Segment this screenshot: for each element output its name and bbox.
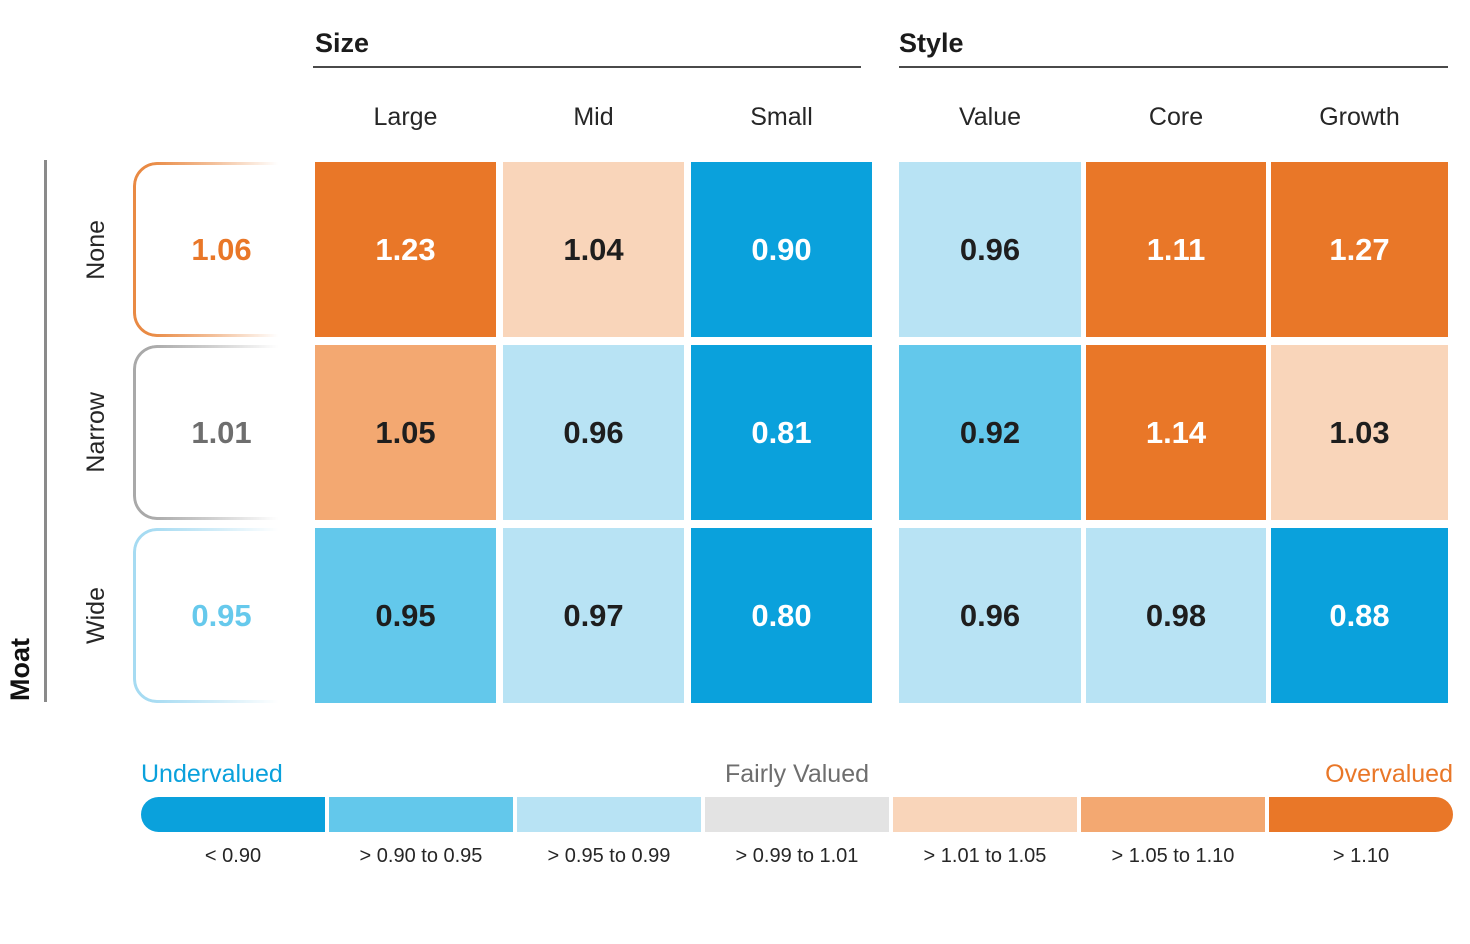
- legend-bin-label-6: > 1.05 to 1.10: [1111, 845, 1235, 867]
- cell-narrow-large: 1.05: [315, 345, 496, 520]
- group-header-style: Style: [899, 28, 964, 58]
- cell-narrow-core: 1.14: [1086, 345, 1266, 520]
- legend-segment-3: [517, 797, 701, 832]
- cell-wide-growth: 0.88: [1271, 528, 1448, 703]
- size-header-underline: [313, 66, 861, 68]
- cell-wide-core: 0.98: [1086, 528, 1266, 703]
- row-label-narrow-wrap: Narrow: [82, 345, 110, 520]
- cell-none-core: 1.11: [1086, 162, 1266, 337]
- legend-segment-5: [893, 797, 1077, 832]
- row-label-none: None: [81, 219, 110, 280]
- legend-bin-label-3: > 0.95 to 0.99: [547, 845, 671, 867]
- cell-none-small: 0.90: [691, 162, 872, 337]
- legend-label-undervalued: Undervalued: [141, 760, 283, 788]
- moat-summary-none-value: 1.06: [191, 232, 252, 267]
- row-label-wide-wrap: Wide: [82, 528, 110, 703]
- legend-bin-label-2: > 0.90 to 0.95: [359, 845, 483, 867]
- column-label-value: Value: [958, 103, 1022, 131]
- cell-none-mid: 1.04: [503, 162, 684, 337]
- row-label-wide: Wide: [81, 587, 110, 644]
- cell-narrow-value: 0.92: [899, 345, 1081, 520]
- moat-axis-line: [44, 160, 47, 702]
- cell-none-growth: 1.27: [1271, 162, 1448, 337]
- cell-wide-small: 0.80: [691, 528, 872, 703]
- legend-bin-label-5: > 1.01 to 1.05: [923, 845, 1047, 867]
- row-label-narrow: Narrow: [81, 392, 110, 473]
- legend-segment-6: [1081, 797, 1265, 832]
- column-label-small: Small: [750, 103, 813, 131]
- legend-segment-4: [705, 797, 889, 832]
- legend-label-overvalued: Overvalued: [1325, 760, 1453, 788]
- legend-segment-1: [141, 797, 325, 832]
- cell-narrow-mid: 0.96: [503, 345, 684, 520]
- moat-summary-wide: 0.95: [133, 528, 310, 703]
- legend-bin-label-1: < 0.90: [204, 845, 262, 867]
- cell-none-large: 1.23: [315, 162, 496, 337]
- column-label-large: Large: [373, 103, 438, 131]
- style-header-underline: [899, 66, 1448, 68]
- cell-narrow-growth: 1.03: [1271, 345, 1448, 520]
- cell-wide-mid: 0.97: [503, 528, 684, 703]
- legend-label-fairly-valued: Fairly Valued: [724, 760, 870, 788]
- legend-segment-2: [329, 797, 513, 832]
- column-label-mid: Mid: [573, 103, 614, 131]
- column-label-core: Core: [1148, 103, 1204, 131]
- column-label-growth: Growth: [1319, 103, 1400, 131]
- cell-wide-value: 0.96: [899, 528, 1081, 703]
- moat-summary-narrow-value: 1.01: [191, 415, 252, 450]
- moat-axis-label-wrap: Moat: [2, 636, 38, 702]
- moat-summary-narrow: 1.01: [133, 345, 310, 520]
- row-label-none-wrap: None: [82, 162, 110, 337]
- cell-narrow-small: 0.81: [691, 345, 872, 520]
- legend-bin-label-7: > 1.10: [1332, 845, 1390, 867]
- group-header-size: Size: [315, 28, 370, 58]
- legend-segment-7: [1269, 797, 1453, 832]
- moat-axis-label: Moat: [4, 637, 35, 701]
- moat-summary-wide-value: 0.95: [191, 598, 252, 633]
- legend-bin-label-4: > 0.99 to 1.01: [735, 845, 859, 867]
- cell-none-value: 0.96: [899, 162, 1081, 337]
- moat-summary-none: 1.06: [133, 162, 310, 337]
- cell-wide-large: 0.95: [315, 528, 496, 703]
